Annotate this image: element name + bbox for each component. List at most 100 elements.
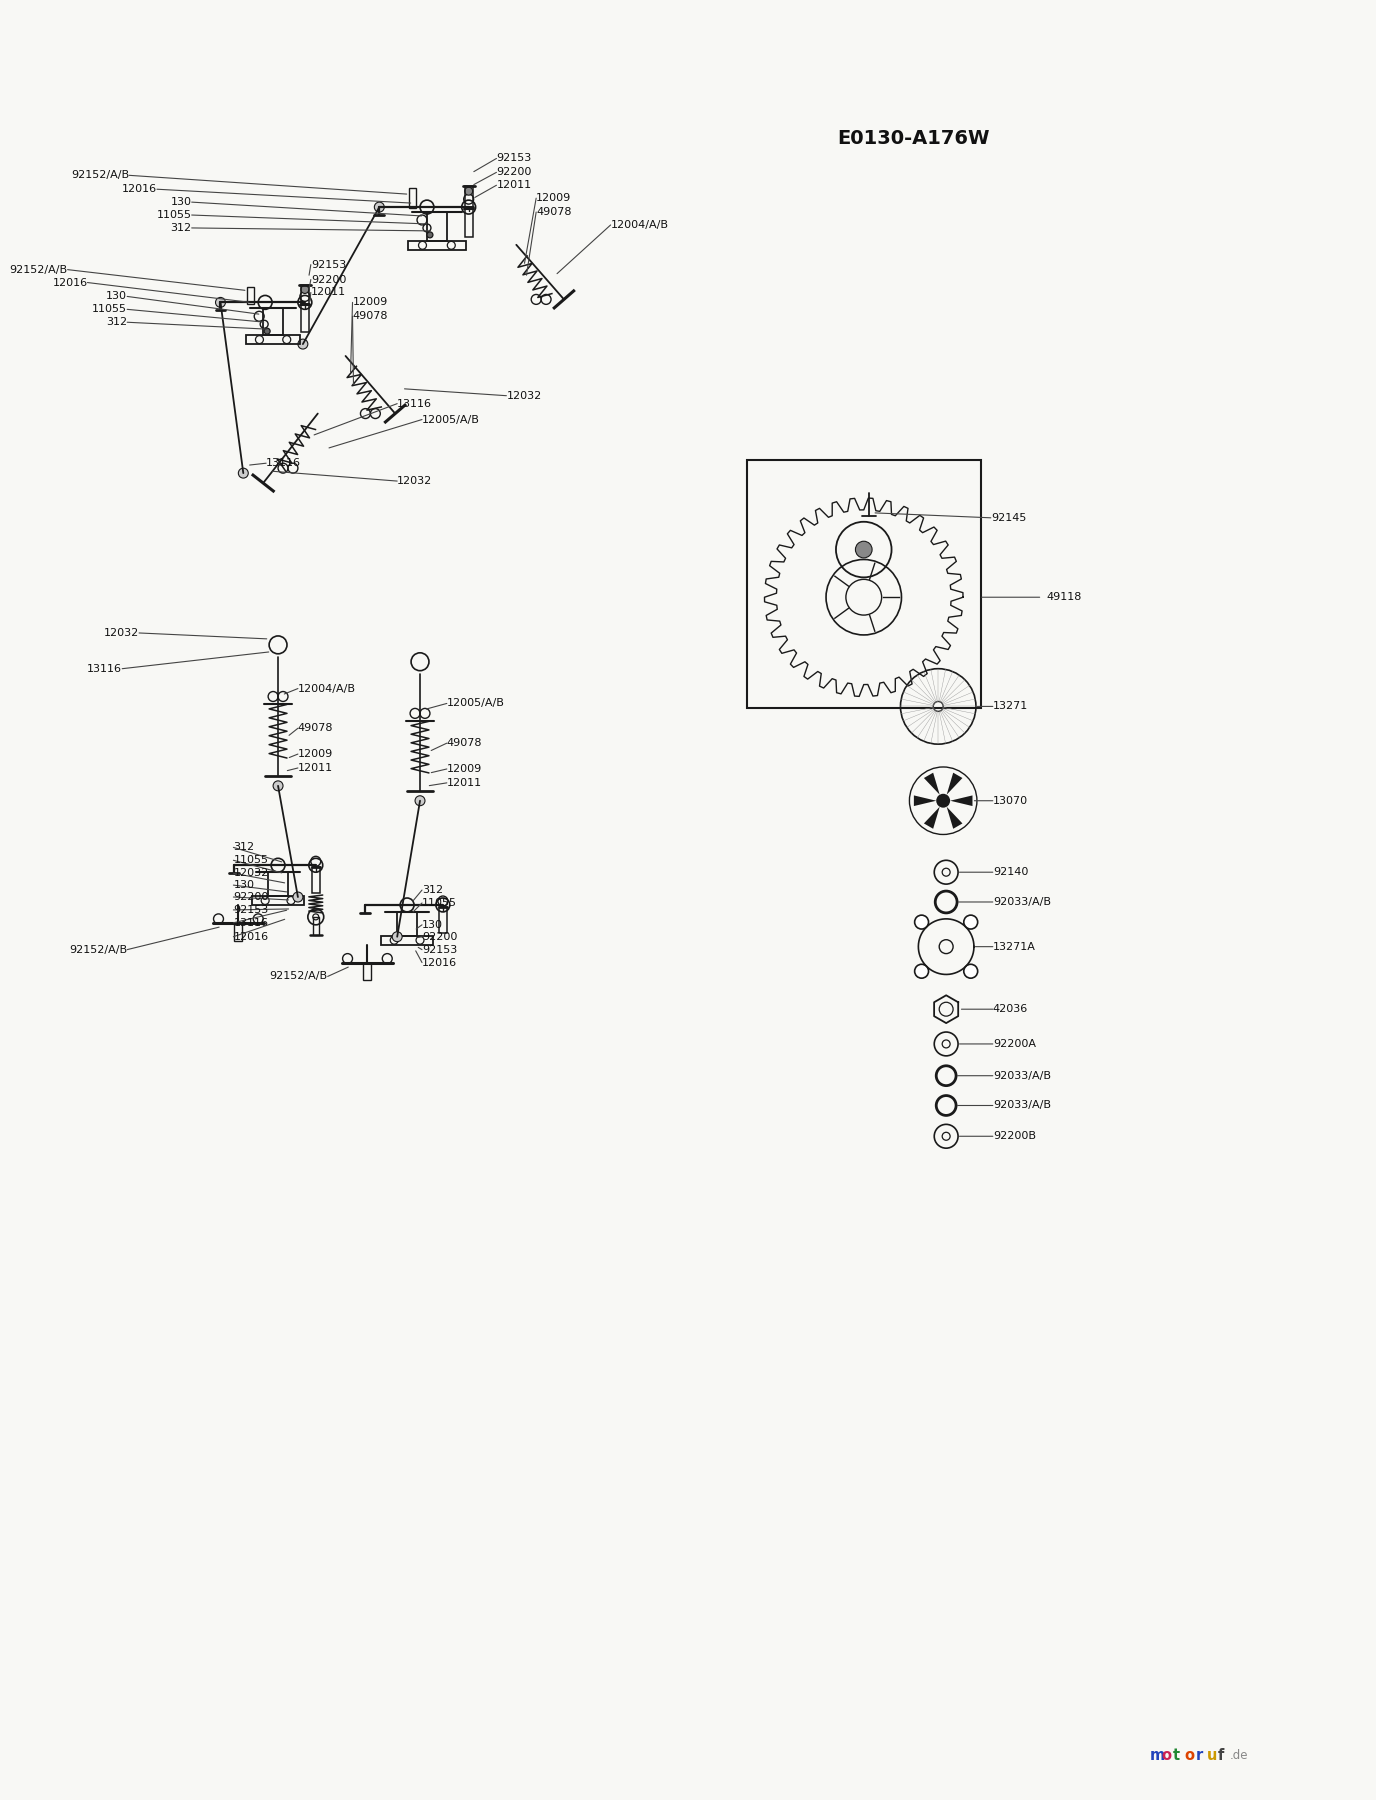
Text: 12009: 12009: [447, 763, 482, 774]
Text: 92152/A/B: 92152/A/B: [10, 265, 67, 275]
Text: 49078: 49078: [299, 724, 333, 733]
Circle shape: [238, 468, 248, 479]
Text: 92200B: 92200B: [993, 1130, 1036, 1141]
Text: t: t: [1172, 1748, 1179, 1764]
Text: 12016: 12016: [52, 277, 88, 288]
Text: 92200: 92200: [311, 275, 347, 284]
Text: 12011: 12011: [497, 180, 531, 191]
Polygon shape: [947, 806, 962, 828]
Text: 12032: 12032: [234, 868, 268, 878]
Polygon shape: [947, 772, 962, 796]
Circle shape: [416, 796, 425, 806]
Text: 92200: 92200: [234, 893, 268, 902]
Bar: [363, 963, 372, 981]
Text: 92033/A/B: 92033/A/B: [993, 896, 1051, 907]
Bar: [252, 896, 304, 905]
Text: 13116: 13116: [234, 918, 268, 927]
Text: 12016: 12016: [422, 958, 457, 968]
Circle shape: [216, 297, 226, 308]
Bar: [312, 916, 319, 934]
Text: 13271: 13271: [993, 702, 1028, 711]
Text: 11055: 11055: [234, 855, 268, 866]
Text: 130: 130: [106, 292, 127, 301]
Text: 11055: 11055: [157, 211, 191, 220]
Circle shape: [465, 187, 472, 194]
Bar: [409, 241, 465, 250]
Bar: [268, 873, 288, 896]
Text: 49078: 49078: [447, 738, 483, 749]
Text: 92140: 92140: [993, 868, 1028, 877]
Text: 12009: 12009: [352, 297, 388, 308]
Text: f: f: [1218, 1748, 1225, 1764]
Text: 312: 312: [106, 317, 127, 328]
Polygon shape: [923, 772, 940, 796]
Text: 13116: 13116: [266, 459, 301, 468]
Bar: [439, 907, 447, 932]
Bar: [381, 936, 433, 945]
Text: 92153: 92153: [422, 945, 457, 954]
Bar: [246, 335, 300, 344]
Text: 92200: 92200: [422, 932, 457, 941]
Text: .de: .de: [1230, 1750, 1248, 1762]
Circle shape: [915, 914, 929, 929]
Circle shape: [963, 965, 978, 977]
Text: 12011: 12011: [311, 288, 345, 297]
Text: 92200: 92200: [497, 167, 533, 178]
Text: 312: 312: [171, 223, 191, 232]
Text: E0130-A176W: E0130-A176W: [837, 130, 989, 148]
Bar: [465, 185, 472, 209]
Text: 130: 130: [171, 198, 191, 207]
Text: 92152/A/B: 92152/A/B: [270, 972, 327, 981]
Circle shape: [427, 232, 433, 238]
Text: 12009: 12009: [537, 193, 571, 203]
Bar: [312, 868, 319, 893]
Circle shape: [963, 914, 978, 929]
Text: r: r: [1196, 1748, 1203, 1764]
Text: o: o: [1161, 1748, 1171, 1764]
Text: 49078: 49078: [352, 311, 388, 320]
Text: 11055: 11055: [422, 898, 457, 907]
Circle shape: [272, 781, 283, 790]
Circle shape: [299, 338, 308, 349]
Text: 42036: 42036: [993, 1004, 1028, 1013]
Text: o: o: [1183, 1748, 1194, 1764]
Text: 13070: 13070: [993, 796, 1028, 806]
Text: 92152/A/B: 92152/A/B: [69, 945, 127, 954]
Circle shape: [301, 286, 308, 293]
Text: 92153: 92153: [234, 905, 268, 914]
Bar: [465, 207, 472, 238]
Text: 92033/A/B: 92033/A/B: [993, 1071, 1051, 1080]
Text: 92200A: 92200A: [993, 1039, 1036, 1049]
Circle shape: [936, 794, 949, 808]
Text: 11055: 11055: [92, 304, 127, 315]
Text: 12005/A/B: 12005/A/B: [447, 698, 505, 709]
Text: 13116: 13116: [87, 664, 122, 673]
Text: 92153: 92153: [497, 153, 531, 164]
Text: m: m: [1150, 1748, 1165, 1764]
Text: 92153: 92153: [311, 259, 347, 270]
Polygon shape: [914, 796, 936, 806]
Text: 12004/A/B: 12004/A/B: [611, 220, 669, 230]
Circle shape: [392, 932, 402, 941]
Bar: [398, 913, 417, 936]
Text: 49118: 49118: [1046, 592, 1082, 603]
Text: 92145: 92145: [991, 513, 1026, 522]
Text: 92152/A/B: 92152/A/B: [72, 171, 129, 180]
Circle shape: [374, 202, 384, 212]
Text: 12011: 12011: [299, 763, 333, 772]
Bar: [263, 308, 283, 335]
Text: 12011: 12011: [447, 778, 482, 788]
Circle shape: [915, 965, 929, 977]
Circle shape: [264, 328, 270, 335]
Text: 12016: 12016: [234, 932, 268, 941]
Bar: [248, 286, 255, 304]
Polygon shape: [949, 796, 973, 806]
Text: 49078: 49078: [537, 207, 571, 218]
Text: 92033/A/B: 92033/A/B: [993, 1100, 1051, 1111]
Text: 13271A: 13271A: [993, 941, 1036, 952]
Text: 12016: 12016: [122, 184, 157, 194]
Polygon shape: [923, 806, 940, 828]
Text: 12009: 12009: [299, 749, 333, 760]
Bar: [301, 304, 308, 333]
Text: 12004/A/B: 12004/A/B: [299, 684, 356, 693]
